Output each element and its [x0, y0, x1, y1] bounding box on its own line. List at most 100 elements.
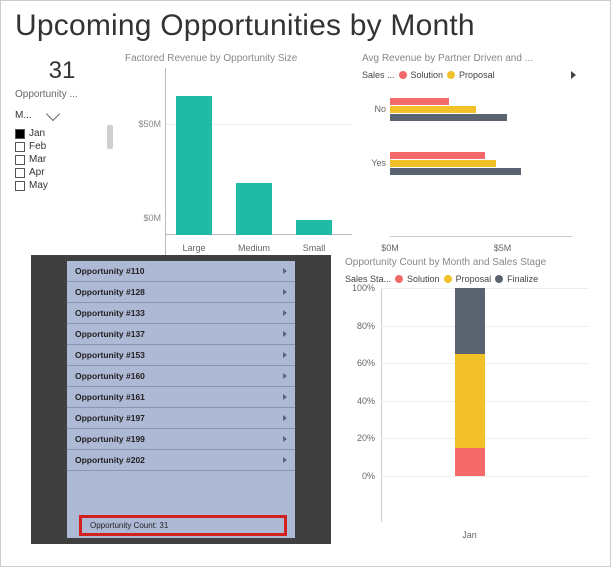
bar1-bar[interactable] — [296, 220, 332, 235]
bar1-category-label: Large — [169, 243, 219, 253]
list-item[interactable]: Opportunity #160 — [67, 366, 295, 387]
bar2-legend-prefix: Sales ... — [362, 70, 395, 80]
opportunity-list-panel: Opportunity #110 Opportunity #128 Opportun… — [31, 255, 331, 544]
avg-revenue-chart: Avg Revenue by Partner Driven and ... Sa… — [358, 51, 586, 255]
bar1-ytick: $50M — [138, 119, 161, 129]
list-item-label: Opportunity #199 — [75, 434, 145, 444]
stack-plot: 100%80%60%40%20%0% Jan — [345, 288, 594, 544]
stack-bar[interactable] — [455, 288, 485, 476]
list-item[interactable]: Opportunity #197 — [67, 408, 295, 429]
list-item-label: Opportunity #133 — [75, 308, 145, 318]
bar2-plot: No Yes $0M $5M — [362, 84, 576, 255]
legend-more-icon[interactable] — [571, 71, 576, 79]
chevron-right-icon — [283, 436, 287, 442]
chevron-right-icon — [283, 289, 287, 295]
legend-dot-icon — [399, 71, 407, 79]
chevron-right-icon — [283, 373, 287, 379]
bar1-bar[interactable] — [236, 183, 272, 236]
stack-category-label: Jan — [462, 530, 477, 540]
slicer-list: Jan Feb MarAprMay — [11, 123, 113, 233]
stack-title: Opportunity Count by Month and Sales Sta… — [345, 257, 594, 272]
legend-label: Proposal — [459, 70, 495, 80]
slicer-scrollbar[interactable] — [107, 125, 113, 149]
list-item[interactable]: Opportunity #199 — [67, 429, 295, 450]
opportunity-count-summary: Opportunity Count: 31 — [79, 515, 287, 536]
opportunity-list: Opportunity #110 Opportunity #128 Opportun… — [67, 261, 295, 538]
bar2-bar[interactable] — [390, 168, 521, 175]
bar1-ytick: $0M — [143, 213, 161, 223]
slicer-item-label: Jan — [29, 128, 45, 139]
legend-dot-icon — [447, 71, 455, 79]
bar2-title: Avg Revenue by Partner Driven and ... — [362, 53, 576, 68]
slicer-item-label: Feb — [29, 141, 46, 152]
stack-ytick: 80% — [357, 321, 375, 331]
list-item[interactable]: Opportunity #153 — [67, 345, 295, 366]
list-item-label: Opportunity #110 — [75, 266, 144, 276]
factored-revenue-chart: Factored Revenue by Opportunity Size $50… — [113, 51, 358, 255]
bar2-bar[interactable] — [390, 160, 496, 167]
slicer-item[interactable]: Feb — [13, 140, 111, 153]
checkbox-icon — [15, 181, 25, 191]
kpi-slicer-column: 31 Opportunity ... M... JanFebMarAprMay — [11, 51, 113, 255]
bar2-bar[interactable] — [390, 152, 485, 159]
list-item[interactable]: Opportunity #161 — [67, 387, 295, 408]
checkbox-icon — [15, 129, 25, 139]
chevron-right-icon — [283, 331, 287, 337]
stack-segment — [455, 448, 485, 476]
list-item[interactable]: Opportunity #110 — [67, 261, 295, 282]
top-row: 31 Opportunity ... M... JanFebMarAprMay … — [1, 45, 610, 255]
chevron-right-icon — [283, 310, 287, 316]
opportunity-count-chart: Opportunity Count by Month and Sales Sta… — [331, 255, 600, 544]
list-item-label: Opportunity #128 — [75, 287, 145, 297]
list-item-label: Opportunity #202 — [75, 455, 145, 465]
slicer-item-label: Mar — [29, 154, 46, 165]
bar1-title: Factored Revenue by Opportunity Size — [125, 53, 352, 68]
slicer-item[interactable]: Jan — [13, 127, 111, 140]
stack-legend: Sales Sta...SolutionProposalFinalize — [345, 272, 594, 288]
list-item[interactable]: Opportunity #202 — [67, 450, 295, 471]
chevron-right-icon — [283, 415, 287, 421]
list-item[interactable]: Opportunity #133 — [67, 303, 295, 324]
stack-segment — [455, 288, 485, 354]
list-item-label: Opportunity #160 — [75, 371, 145, 381]
list-item-label: Opportunity #161 — [75, 392, 145, 402]
legend-dot-icon — [495, 275, 503, 283]
bar1-category-label: Medium — [229, 243, 279, 253]
bar1-yaxis: $50M $0M — [125, 68, 165, 255]
chevron-right-icon — [283, 394, 287, 400]
bar1-bar[interactable] — [176, 96, 212, 235]
checkbox-icon — [15, 142, 25, 152]
slicer-item[interactable]: Mar — [13, 153, 111, 166]
stack-ytick: 20% — [357, 433, 375, 443]
bar2-category-label: No — [362, 104, 386, 114]
list-item[interactable]: Opportunity #128 — [67, 282, 295, 303]
legend-label: Solution — [407, 274, 440, 284]
list-item-label: Opportunity #197 — [75, 413, 145, 423]
bar2-bar[interactable] — [390, 106, 476, 113]
stack-ytick: 100% — [352, 283, 375, 293]
list-item[interactable]: Opportunity #137 — [67, 324, 295, 345]
slicer-item[interactable]: May — [13, 179, 111, 192]
legend-label: Proposal — [456, 274, 492, 284]
bar2-bar[interactable] — [390, 114, 507, 121]
bar2-xtick: $0M — [381, 243, 399, 253]
bar1-category-label: Small — [289, 243, 339, 253]
bar2-category-label: Yes — [362, 158, 386, 168]
slicer-header-label: M... — [15, 110, 32, 121]
slicer-item[interactable]: Apr — [13, 166, 111, 179]
chevron-down-icon — [46, 107, 60, 121]
checkbox-icon — [15, 155, 25, 165]
legend-dot-icon — [395, 275, 403, 283]
legend-dot-icon — [444, 275, 452, 283]
stack-ytick: 0% — [362, 471, 375, 481]
slicer-item-label: May — [29, 180, 48, 191]
stack-segment — [455, 354, 485, 448]
list-item-label: Opportunity #153 — [75, 350, 145, 360]
bar2-xtick: $5M — [494, 243, 512, 253]
chevron-right-icon — [283, 457, 287, 463]
legend-label: Finalize — [507, 274, 538, 284]
chevron-right-icon — [283, 268, 287, 274]
bar2-bar[interactable] — [390, 98, 449, 105]
bar2-legend: Sales ...SolutionProposal — [362, 68, 576, 84]
slicer-header[interactable]: M... — [11, 108, 113, 123]
